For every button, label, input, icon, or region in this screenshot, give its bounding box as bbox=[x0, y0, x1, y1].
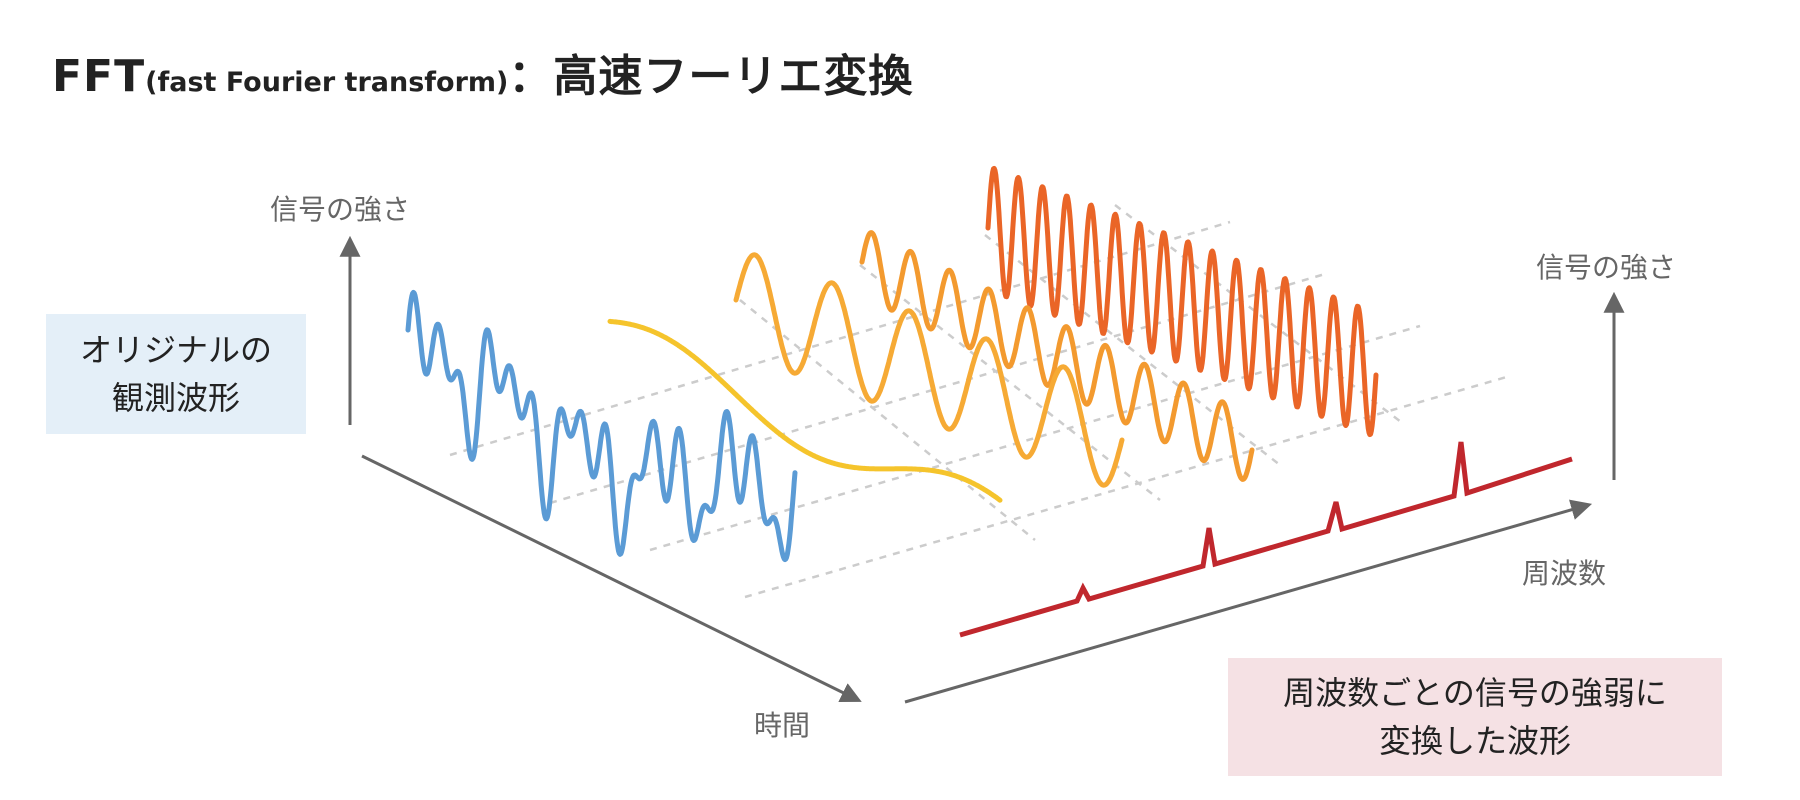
component-waves bbox=[607, 165, 1379, 503]
title-japanese: 高速フーリエ変換 bbox=[553, 51, 914, 102]
page-title: FFT(fast Fourier transform)：高速フーリエ変換 bbox=[52, 40, 913, 104]
frequency-spectrum bbox=[959, 441, 1573, 638]
title-paren: (fast Fourier transform) bbox=[145, 67, 509, 98]
time-axis bbox=[361, 454, 862, 703]
wave-component-3 bbox=[859, 230, 1255, 482]
wave-component-2 bbox=[733, 252, 1125, 488]
guide-line-5 bbox=[739, 299, 1036, 541]
label-frequency-axis: 周波数 bbox=[1522, 557, 1607, 590]
label-signal-strength-right: 信号の強さ bbox=[1536, 251, 1677, 284]
guide-line-1 bbox=[449, 220, 1231, 457]
title-colon: ： bbox=[508, 51, 554, 102]
original-box-line1: オリジナルの bbox=[79, 331, 272, 369]
frequency-axis bbox=[904, 499, 1593, 704]
wave-component-1 bbox=[607, 318, 1003, 503]
axes bbox=[339, 235, 1625, 704]
wave-original bbox=[405, 289, 798, 563]
frequency-waveform-label-box: 周波数ごとの信号の強弱に 変換した波形 bbox=[1228, 658, 1722, 776]
frequency-box-line2: 変換した波形 bbox=[1378, 722, 1571, 760]
frequency-box-line1: 周波数ごとの信号の強弱に bbox=[1283, 674, 1667, 712]
original-waveform-label-box: オリジナルの 観測波形 bbox=[46, 314, 306, 434]
wave-component-4 bbox=[985, 165, 1379, 438]
label-signal-strength-left: 信号の強さ bbox=[270, 193, 411, 226]
guide-line-4 bbox=[744, 374, 1511, 599]
label-time-axis: 時間 bbox=[754, 709, 811, 742]
title-fft: FFT bbox=[52, 51, 146, 102]
original-box-line2: 観測波形 bbox=[111, 379, 240, 417]
